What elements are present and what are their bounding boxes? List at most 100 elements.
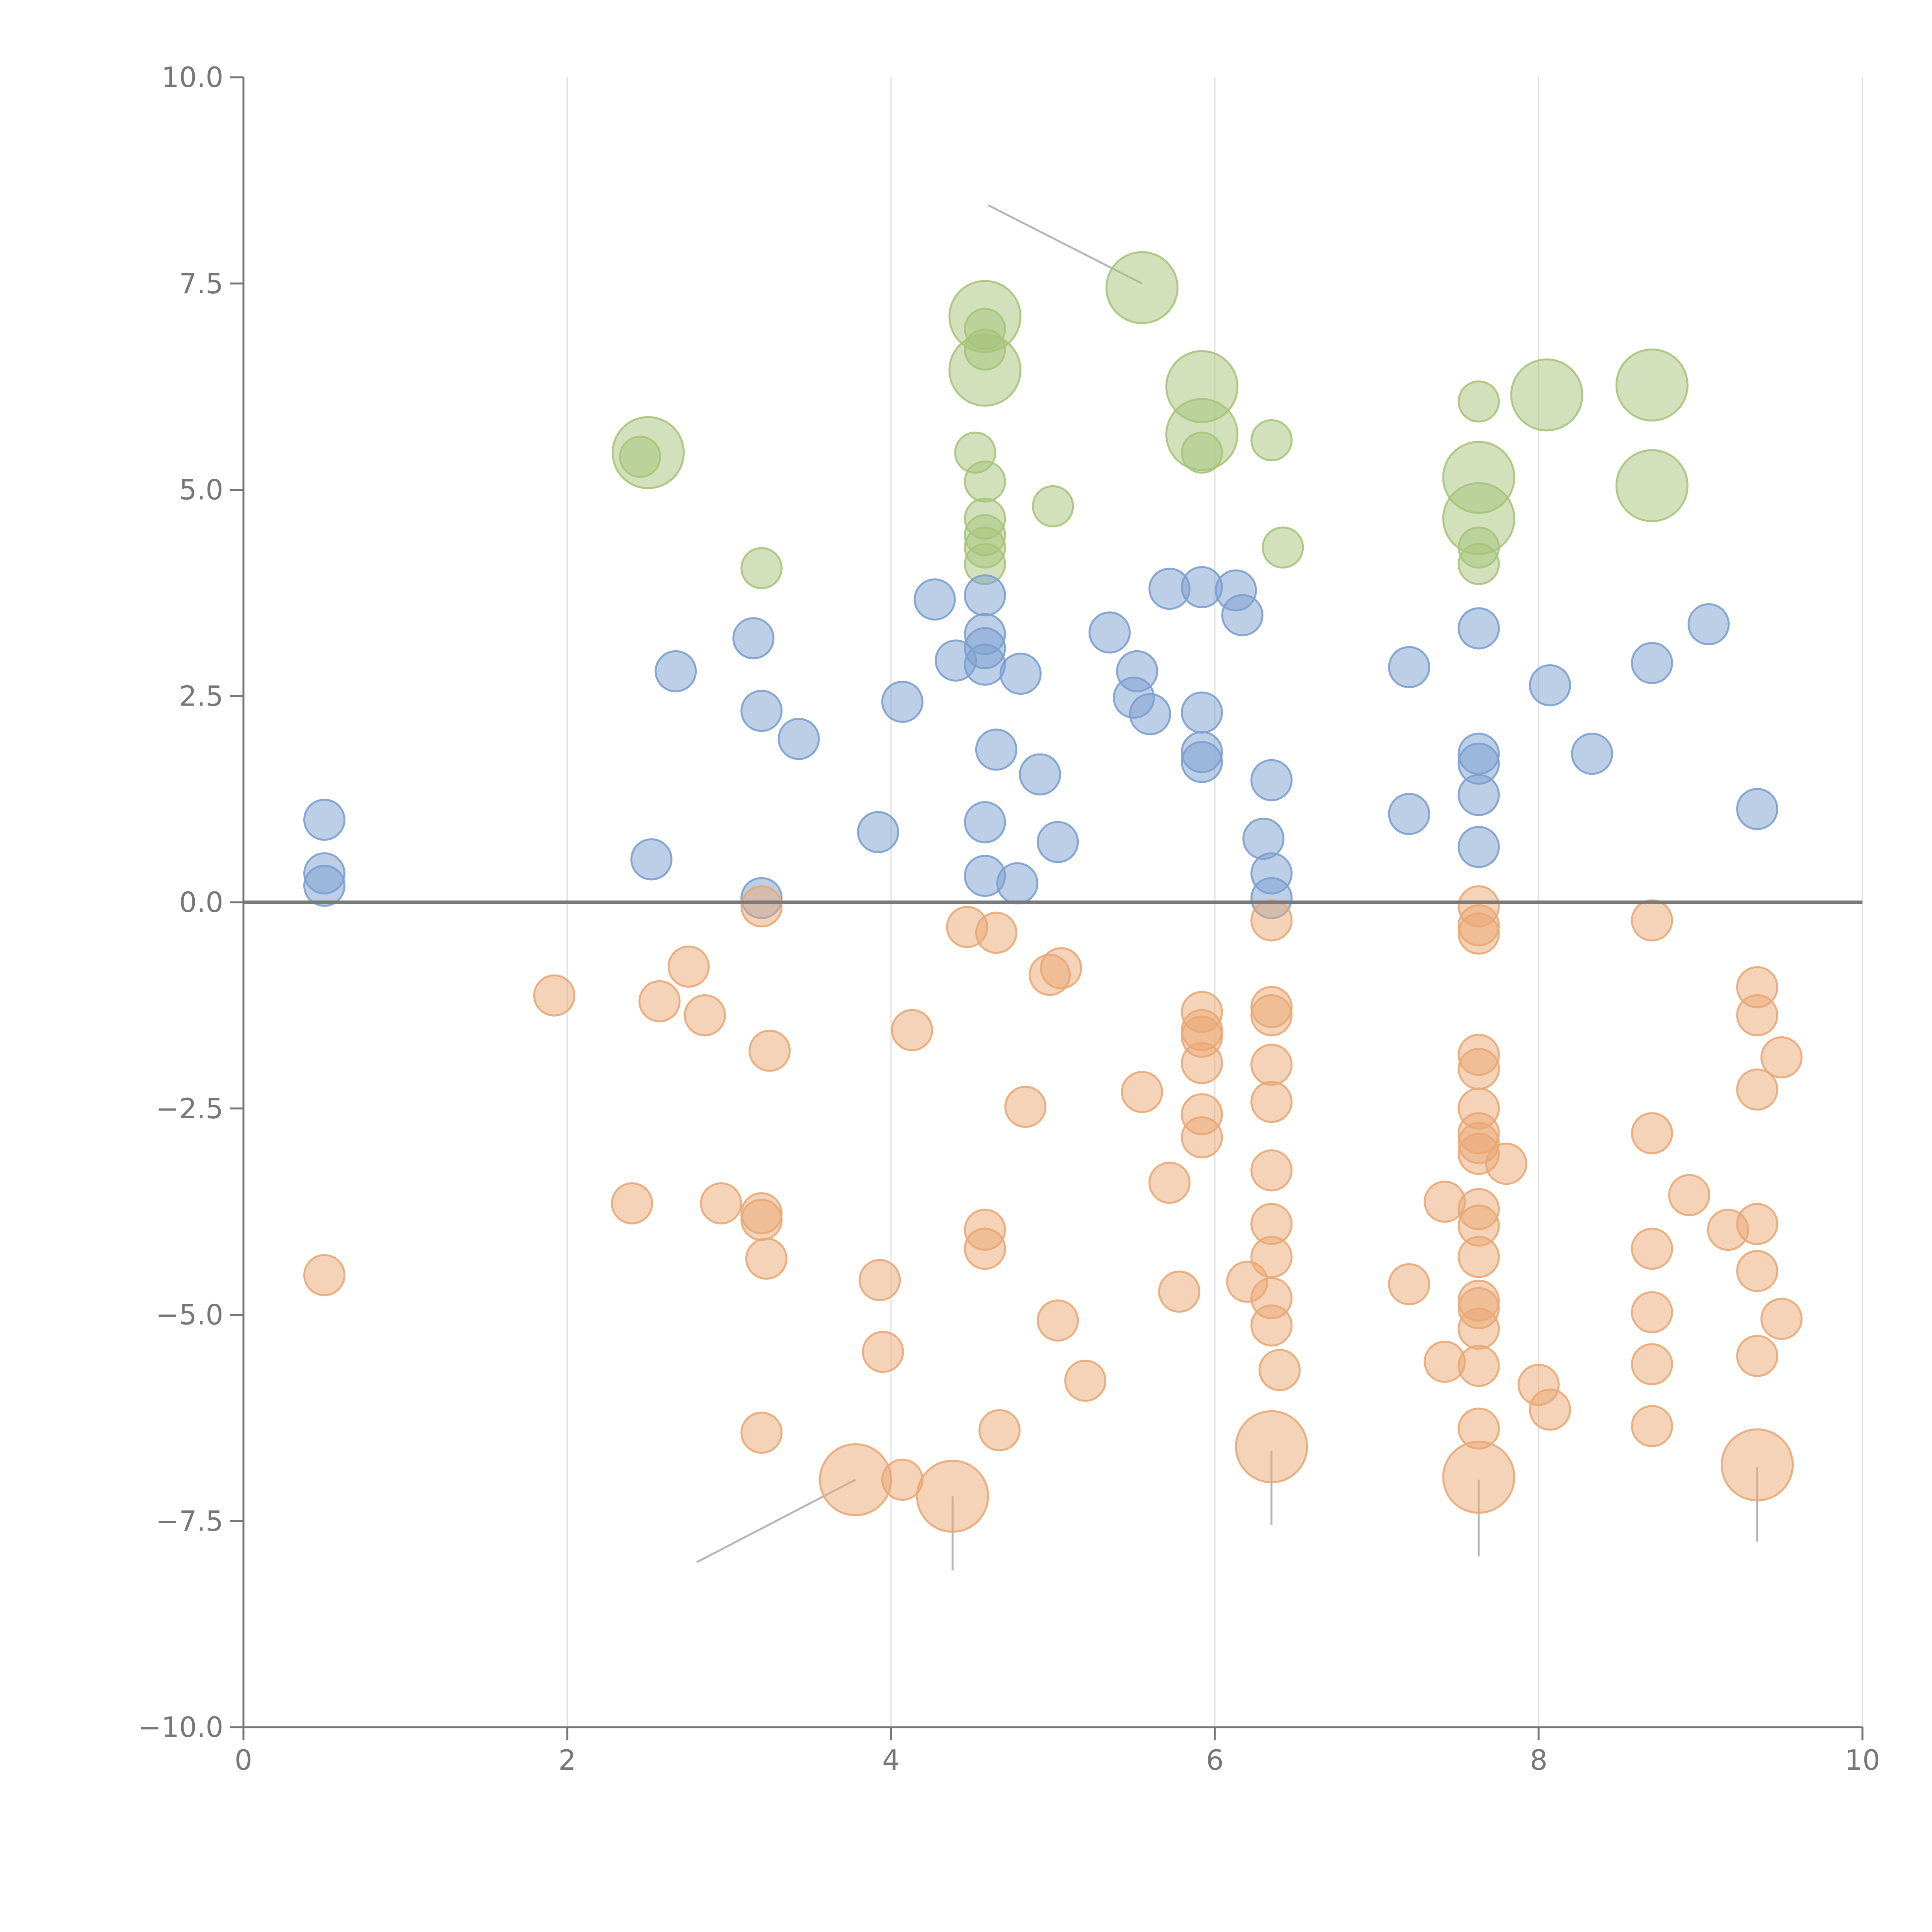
bubble-bottom [1458,1345,1500,1387]
bubble-layer [303,251,1803,1533]
bubble-top [740,547,783,589]
bubble-bottom [1631,1343,1673,1386]
bubble-bottom [667,946,710,988]
bubble-bottom [700,1182,742,1225]
bubble-bottom [1736,1068,1779,1111]
bubble-bottom [1760,1036,1803,1078]
bubble-bottom [740,1199,783,1241]
bubble-bottom [1760,1298,1803,1340]
bubble-bottom [1180,1042,1223,1084]
bubble-top [1615,348,1689,422]
bubble-bottom [1458,1236,1500,1278]
bubble-bottom [1148,1162,1191,1204]
bubble-bottom [748,1029,791,1072]
y-tick-label: 2.5 [179,680,223,712]
bubble-top [1105,251,1179,324]
bubble-top [619,435,662,478]
bubble-bottom [1259,1349,1301,1391]
bubble-bottom [862,1331,904,1373]
bubble-bottom [1668,1174,1711,1216]
bubble-bottom [1631,899,1673,942]
bubble-bottom [1458,1308,1500,1350]
bubble-bottom [964,1228,1006,1270]
bubble-top [1615,449,1689,522]
bubble-bottom [1250,1304,1293,1347]
bubble-middle [1180,691,1223,734]
bubble-middle [1250,759,1293,801]
bubble-bottom [1458,1048,1500,1090]
bubble-middle [630,838,673,881]
bubble-middle [1458,774,1500,816]
bubble-top [1180,431,1223,474]
bubble-bottom [1529,1388,1571,1431]
bubble-middle [1388,646,1430,689]
bubble-middle [1388,793,1430,835]
bubble-middle [1458,607,1500,650]
y-tick-label: 5.0 [179,474,223,506]
bubble-bottom [1736,1250,1779,1292]
bubble-middle [655,650,697,692]
axes: 10.0 7.5 5.0 2.5 0.0 −2.5 −5.0 −7.5 −10.0 0 2 4 6 8 10 [138,61,1880,1776]
bubble-bottom [684,994,726,1036]
bubble-middle [777,718,820,760]
bubble-bottom [1736,1203,1779,1245]
y-tick-label: 7.5 [179,267,223,300]
bubble-middle [999,653,1042,695]
bubble-middle [1037,821,1079,863]
bubble-bottom [1458,912,1500,955]
bubble-bottom [745,1237,787,1280]
y-tick-label: 10.0 [162,61,223,94]
bubble-middle [732,617,775,660]
bubble-top [1510,358,1583,432]
bubble-middle [303,864,345,907]
bubble-middle [1129,693,1171,735]
bubble-bottom [740,1412,783,1454]
y-tick-label: −5.0 [156,1299,223,1331]
x-tick-label: 6 [1206,1744,1224,1776]
bubble-middle [1458,826,1500,868]
bubble-top [948,333,1022,407]
bubble-bottom [1250,899,1293,942]
bubble-bottom [1250,994,1293,1036]
bubble-middle [1736,788,1779,830]
bubble-middle [881,680,923,723]
bubble-middle [1242,818,1285,860]
bubble-bottom [978,1409,1021,1451]
bubble-middle [1631,642,1673,684]
bubble-bottom [1721,1428,1794,1502]
bubble-top [1262,526,1304,569]
bubble-bottom [1121,1071,1163,1113]
y-tick-label: −7.5 [156,1505,223,1537]
bubble-bottom [1631,1112,1673,1155]
bubble-middle [1180,741,1223,783]
bubble-bottom [1631,1228,1673,1270]
bubble-middle [1571,733,1613,775]
bubble-bottom [1180,1116,1223,1158]
bubble-middle [1529,664,1571,706]
bubble-middle [1687,603,1730,646]
bubble-middle [913,578,956,621]
bubble-middle [1221,594,1264,636]
bubble-bottom [916,1459,989,1533]
bubble-top [1458,380,1500,423]
bubble-bottom [1250,1044,1293,1086]
bubble-top [964,460,1006,503]
bubble-bottom [1388,1263,1430,1306]
bubble-bottom [1442,1440,1515,1514]
bubble-bottom [1064,1359,1107,1402]
bubble-middle [996,862,1039,905]
bubble-bottom [859,1259,901,1301]
x-tick-label: 0 [235,1744,252,1776]
bubble-top [1250,419,1293,461]
bubble-bottom [1736,994,1779,1036]
bubble-middle [964,801,1006,844]
x-tick-label: 4 [882,1744,900,1776]
y-tick-label: 0.0 [179,886,223,918]
bubble-bottom [303,1254,345,1296]
x-tick-label: 2 [558,1744,576,1776]
bubble-bottom [1485,1143,1527,1185]
bubble-middle [964,643,1006,686]
bubble-top [1032,485,1074,527]
bubble-bottom [638,980,681,1022]
